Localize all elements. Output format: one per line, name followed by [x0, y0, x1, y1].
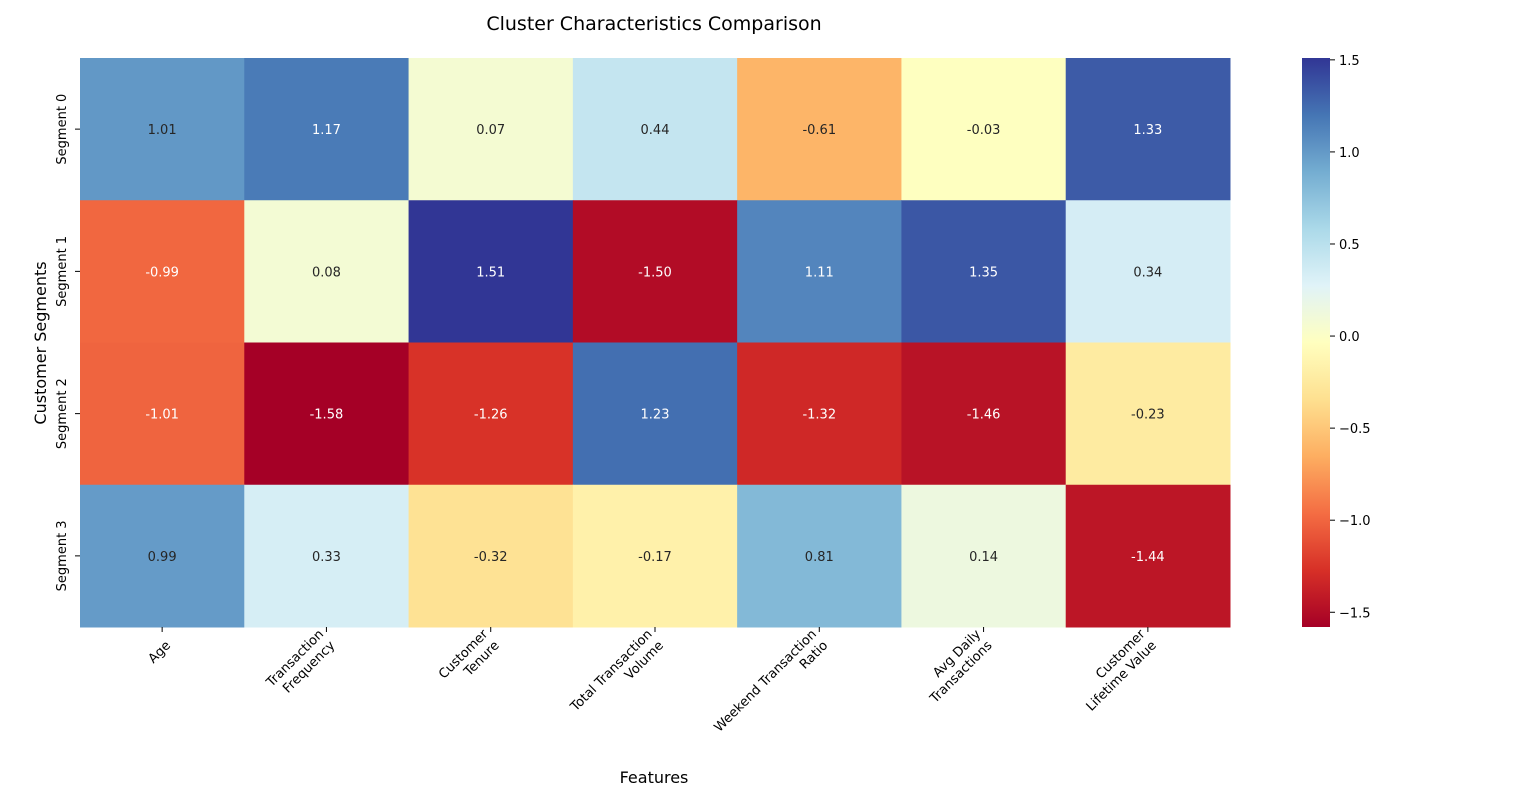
y-tick-label: Segment 1	[55, 236, 70, 307]
cell-value-label: 0.08	[312, 265, 341, 280]
heatmap-cell	[244, 58, 410, 201]
heatmap-cell	[408, 484, 574, 628]
colorbar-gradient	[1302, 58, 1330, 627]
cell-value-label: -0.17	[638, 550, 672, 565]
cell-value-label: 0.14	[969, 550, 998, 565]
cell-value-label: -0.61	[802, 123, 836, 138]
heatmap-cell	[408, 342, 574, 486]
y-tick-label: Segment 2	[55, 378, 70, 449]
colorbar-tick-label: −1.5	[1339, 606, 1371, 621]
cell-value-label: 0.33	[312, 550, 341, 565]
heatmap-cell	[737, 484, 902, 628]
heatmap-cell	[80, 200, 245, 343]
colorbar-tick-label: 1.5	[1339, 54, 1360, 69]
heatmap-cells	[80, 58, 1231, 628]
chart-title: Cluster Characteristics Comparison	[486, 13, 821, 35]
cell-value-label: -1.46	[967, 408, 1001, 423]
heatmap-cell	[1065, 342, 1231, 486]
heatmap-cell	[244, 200, 410, 343]
heatmap-cell	[737, 58, 902, 201]
cell-value-label: -0.23	[1131, 408, 1165, 423]
cell-value-label: 1.01	[148, 123, 177, 138]
heatmap-cell	[80, 342, 245, 486]
heatmap-cell	[1065, 200, 1231, 343]
y-tick-label: Segment 0	[55, 94, 70, 165]
x-tick-label-line: Age	[146, 638, 174, 666]
colorbar-tick-label: 0.0	[1339, 330, 1360, 345]
cell-value-label: 0.34	[1133, 265, 1162, 280]
cell-value-label: 0.99	[148, 550, 177, 565]
cell-value-label: -1.32	[802, 408, 836, 423]
cell-value-label: 1.23	[641, 408, 670, 423]
cell-value-label: -1.58	[310, 408, 344, 423]
heatmap-cell	[244, 484, 410, 628]
cell-value-label: 0.07	[476, 123, 505, 138]
heatmap-cell	[80, 484, 245, 628]
x-tick-label-line: Weekend Transaction	[712, 627, 820, 735]
heatmap-cell	[901, 342, 1067, 486]
cell-value-label: -1.50	[638, 265, 672, 280]
x-tick-label: Age	[146, 638, 174, 666]
heatmap-cell	[1065, 484, 1231, 628]
heatmap-cell	[572, 484, 738, 628]
heatmap-cell	[901, 484, 1067, 628]
heatmap-cell	[737, 200, 902, 343]
colorbar-tick-label: −0.5	[1339, 422, 1371, 437]
cell-value-label: 0.44	[641, 123, 670, 138]
y-axis-ticks: Segment 0 Segment 1 Segment 2 Segment 3	[55, 94, 80, 591]
cell-value-label: 1.35	[969, 265, 998, 280]
cell-value-label: 0.81	[805, 550, 834, 565]
heatmap-cell	[80, 58, 245, 201]
cell-value-label: 1.51	[476, 265, 505, 280]
colorbar-tick-label: 1.0	[1339, 146, 1360, 161]
colorbar: 1.5 1.0 0.5 0.0 −0.5 −1.0 −1.5	[1302, 54, 1371, 627]
heatmap-cell	[408, 58, 574, 201]
cell-value-label: -1.26	[474, 408, 508, 423]
cell-value-label: -0.03	[967, 123, 1001, 138]
cell-labels: 1.01 1.17 0.07 0.44 -0.61 -0.03 1.33 -0.99 0.08 1…	[145, 123, 1164, 565]
cell-value-label: -1.44	[1131, 550, 1165, 565]
cell-value-label: 1.33	[1133, 123, 1162, 138]
heatmap-cell	[244, 342, 410, 486]
heatmap-cell	[572, 200, 738, 343]
heatmap-cell	[572, 342, 738, 486]
colorbar-tick-label: −1.0	[1339, 514, 1371, 529]
heatmap-cell	[737, 342, 902, 486]
cell-value-label: -0.99	[145, 265, 179, 280]
cell-value-label: 1.11	[805, 265, 834, 280]
colorbar-tick-label: 0.5	[1339, 238, 1360, 253]
heatmap-cell	[408, 200, 574, 343]
x-axis-label: Features	[620, 768, 689, 787]
heatmap-cell	[901, 58, 1067, 201]
cell-value-label: -0.32	[474, 550, 508, 565]
cell-value-label: -1.01	[145, 408, 179, 423]
y-axis-label: Customer Segments	[31, 261, 50, 424]
heatmap-cell	[901, 200, 1067, 343]
heatmap-cell	[1065, 58, 1231, 201]
heatmap-cell	[572, 58, 738, 201]
cell-value-label: 1.17	[312, 123, 341, 138]
y-tick-label: Segment 3	[55, 520, 70, 591]
